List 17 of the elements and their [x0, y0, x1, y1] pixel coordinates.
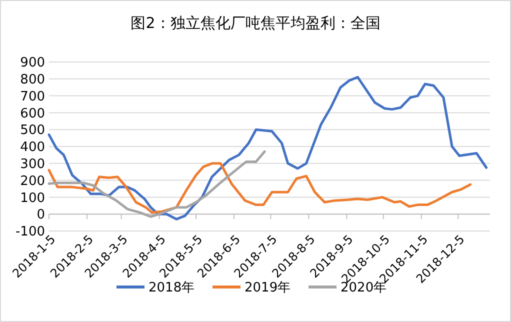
y-tick-label: 800: [20, 72, 45, 88]
y-tick-label: 600: [20, 106, 45, 122]
line-series: [48, 76, 488, 220]
y-tick-label: 200: [20, 174, 45, 189]
y-tick-label: 900: [20, 56, 45, 71]
y-tick-label: 700: [20, 89, 45, 104]
y-tick-label: 100: [20, 190, 45, 206]
y-tick-label: 500: [20, 123, 45, 138]
y-tick-label: 300: [20, 156, 45, 172]
legend-label: 2018年: [148, 280, 195, 296]
y-tick-label: 0: [36, 208, 45, 223]
line-series: [48, 150, 266, 218]
legend-label: 2019年: [244, 280, 291, 296]
y-tick-label: 400: [20, 140, 45, 156]
y-tick-label: -100: [15, 224, 45, 240]
chart-title: 图2：独立焦化厂吨焦平均盈利：全国: [130, 14, 380, 32]
line-series: [48, 162, 472, 214]
